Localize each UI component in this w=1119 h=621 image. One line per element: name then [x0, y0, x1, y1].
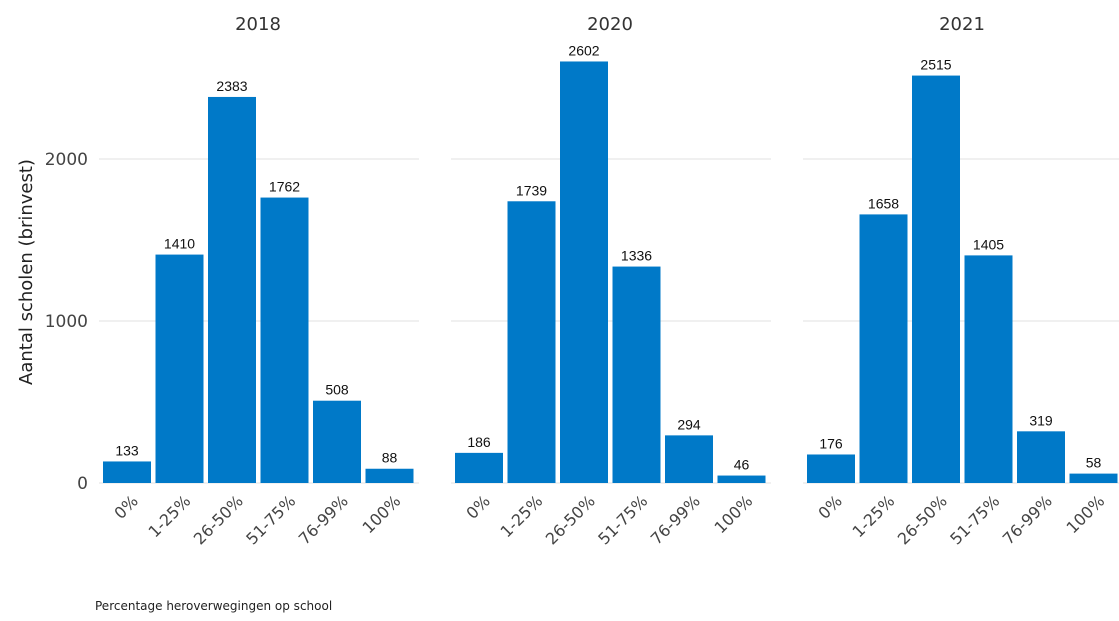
- y-tick-label: 1000: [45, 312, 88, 332]
- bar: [313, 400, 361, 483]
- bar: [155, 254, 204, 483]
- x-tick-label: 51-75%: [242, 491, 299, 548]
- bar-value-label: 1410: [164, 236, 195, 252]
- bar: [1069, 473, 1118, 483]
- x-tick-label: 26-50%: [542, 491, 599, 548]
- bar: [612, 266, 661, 483]
- y-axis-ticks: 0 1000 2000: [45, 150, 88, 494]
- x-tick-label: 76-99%: [295, 491, 352, 548]
- x-tick-label: 1-25%: [848, 491, 898, 541]
- x-tick-label: 0%: [110, 491, 141, 522]
- x-axis-caption: Percentage heroverwegingen op school: [95, 599, 332, 613]
- bar-value-label: 186: [467, 434, 491, 450]
- bar-value-label: 1658: [868, 195, 899, 211]
- bar-value-label: 508: [325, 382, 349, 398]
- x-tick-label: 100%: [711, 491, 757, 537]
- x-tick-label: 76-99%: [647, 491, 704, 548]
- facet-title: 2018: [235, 14, 281, 35]
- bar-value-label: 176: [819, 435, 843, 451]
- bar: [859, 214, 908, 484]
- bar: [365, 468, 414, 483]
- x-tick-label: 0%: [814, 491, 845, 522]
- bar: [807, 454, 855, 483]
- facet-title: 2020: [587, 14, 633, 35]
- bar: [964, 255, 1013, 483]
- x-tick-label: 100%: [359, 491, 405, 537]
- bar-value-label: 294: [677, 416, 701, 432]
- bar: [717, 475, 766, 483]
- x-tick-label: 26-50%: [894, 491, 951, 548]
- bar-value-label: 58: [1086, 455, 1102, 471]
- x-tick-label: 1-25%: [144, 491, 194, 541]
- bar: [260, 197, 309, 483]
- x-tick-label: 100%: [1063, 491, 1109, 537]
- bar: [560, 61, 608, 483]
- bar-value-label: 88: [382, 450, 398, 466]
- bar-value-label: 1762: [269, 179, 300, 195]
- facet-2018: 2018 133 0% 1410 1-25% 2383 26-50% 1762 51-75% 50…: [99, 14, 419, 548]
- facet-2021: 2021 176 0% 1658 1-25% 2515 26-50% 1405 51-75% 31…: [803, 14, 1119, 548]
- bar-value-label: 2383: [216, 78, 247, 94]
- y-tick-label: 2000: [45, 150, 88, 170]
- bar: [507, 201, 556, 484]
- bar-value-label: 2602: [568, 42, 599, 58]
- bar: [208, 96, 256, 483]
- bar: [665, 435, 713, 483]
- bar-value-label: 1739: [516, 182, 547, 198]
- bar: [1017, 431, 1065, 483]
- bar-value-label: 319: [1029, 412, 1053, 428]
- x-tick-label: 1-25%: [496, 491, 546, 541]
- bar-value-label: 1336: [621, 248, 652, 264]
- bar-value-label: 46: [734, 457, 750, 473]
- bar: [103, 461, 151, 483]
- x-tick-label: 26-50%: [190, 491, 247, 548]
- bar-value-label: 2515: [920, 57, 951, 73]
- x-tick-label: 51-75%: [594, 491, 651, 548]
- x-tick-label: 76-99%: [999, 491, 1056, 548]
- bar: [912, 75, 960, 483]
- bar-value-label: 1405: [973, 236, 1004, 252]
- x-tick-label: 0%: [462, 491, 493, 522]
- y-axis-title: Aantal scholen (brinvest): [16, 159, 37, 385]
- bar: [455, 452, 503, 483]
- facet-title: 2021: [939, 14, 985, 35]
- facets: 2018 133 0% 1410 1-25% 2383 26-50% 1762 51-75% 50…: [99, 14, 1119, 548]
- y-tick-label: 0: [77, 474, 88, 494]
- facet-2020: 2020 186 0% 1739 1-25% 2602 26-50% 1336 51-75% 29…: [451, 14, 771, 548]
- x-tick-label: 51-75%: [946, 491, 1003, 548]
- bar-value-label: 133: [115, 442, 139, 458]
